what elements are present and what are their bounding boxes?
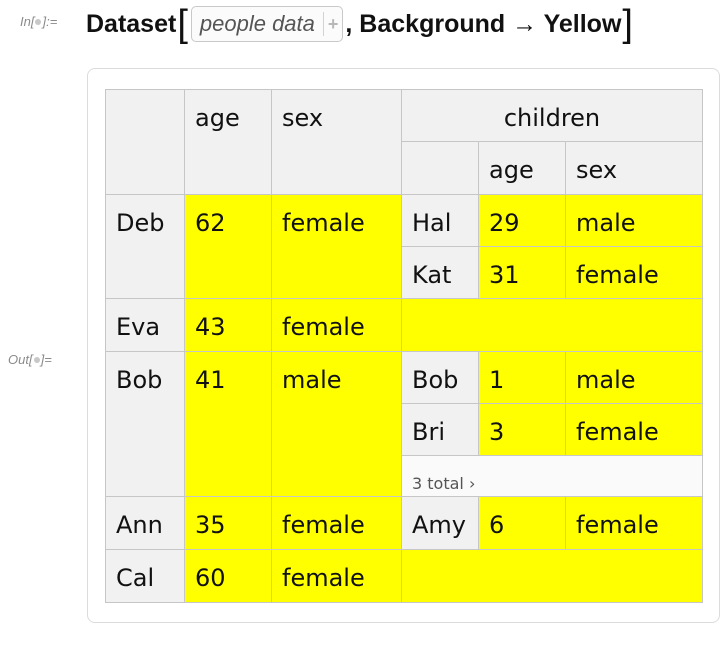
input-expression[interactable]: Dataset [ people data + , Background → Y…	[86, 2, 634, 46]
open-bracket: [	[177, 3, 188, 45]
function-name: Dataset	[86, 9, 177, 38]
chip-divider	[322, 12, 324, 36]
age-cell[interactable]: 43	[185, 299, 271, 351]
row-header-bob[interactable]: Bob	[106, 352, 184, 496]
column-header-age[interactable]: age	[185, 90, 271, 194]
child-name-cell[interactable]: Amy	[402, 497, 478, 549]
children-total-link[interactable]: 3 total ›	[402, 456, 702, 496]
corner-header	[106, 90, 184, 194]
sex-cell[interactable]: female	[272, 550, 401, 602]
column-header-child-sex[interactable]: sex	[566, 142, 702, 194]
column-header-child-age[interactable]: age	[479, 142, 565, 194]
empty-children-cell	[402, 550, 702, 602]
dataset-table: age sex children age sex Deb 62 female H…	[105, 89, 703, 603]
child-sex-cell[interactable]: male	[566, 352, 702, 403]
child-age-cell[interactable]: 29	[479, 195, 565, 246]
age-cell[interactable]: 60	[185, 550, 271, 602]
sex-cell[interactable]: female	[272, 299, 401, 351]
background-option: , Background → Yellow	[345, 9, 622, 38]
child-age-cell[interactable]: 31	[479, 247, 565, 298]
child-sex-cell[interactable]: male	[566, 195, 702, 246]
row-header-deb[interactable]: Deb	[106, 195, 184, 298]
output-cell-label: Out[]=	[8, 352, 52, 367]
child-name-cell[interactable]: Bob	[402, 352, 478, 403]
sex-cell[interactable]: male	[272, 352, 401, 496]
child-name-cell[interactable]: Hal	[402, 195, 478, 246]
child-name-cell[interactable]: Kat	[402, 247, 478, 298]
row-header-eva[interactable]: Eva	[106, 299, 184, 351]
child-age-cell[interactable]: 6	[479, 497, 565, 549]
row-header-cal[interactable]: Cal	[106, 550, 184, 602]
child-age-cell[interactable]: 3	[479, 404, 565, 455]
age-cell[interactable]: 41	[185, 352, 271, 496]
column-header-sex[interactable]: sex	[272, 90, 401, 194]
column-header-children[interactable]: children	[402, 90, 702, 141]
empty-children-cell	[402, 299, 702, 351]
child-name-cell[interactable]: Bri	[402, 404, 478, 455]
child-sex-cell[interactable]: female	[566, 404, 702, 455]
child-sex-cell[interactable]: female	[566, 497, 702, 549]
sex-cell[interactable]: female	[272, 497, 401, 549]
child-sex-cell[interactable]: female	[566, 247, 702, 298]
expand-plus-icon[interactable]: +	[327, 13, 339, 34]
age-cell[interactable]: 35	[185, 497, 271, 549]
child-age-cell[interactable]: 1	[479, 352, 565, 403]
row-header-ann[interactable]: Ann	[106, 497, 184, 549]
close-bracket: ]	[622, 3, 633, 45]
children-spacer-header	[402, 142, 478, 194]
age-cell[interactable]: 62	[185, 195, 271, 298]
cell-number-dot	[35, 19, 42, 25]
cell-number-dot	[33, 357, 40, 363]
input-cell-label: In[]:=	[20, 14, 58, 29]
iconized-expression-chip[interactable]: people data +	[190, 6, 344, 42]
chip-label: people data	[199, 11, 315, 36]
sex-cell[interactable]: female	[272, 195, 401, 298]
